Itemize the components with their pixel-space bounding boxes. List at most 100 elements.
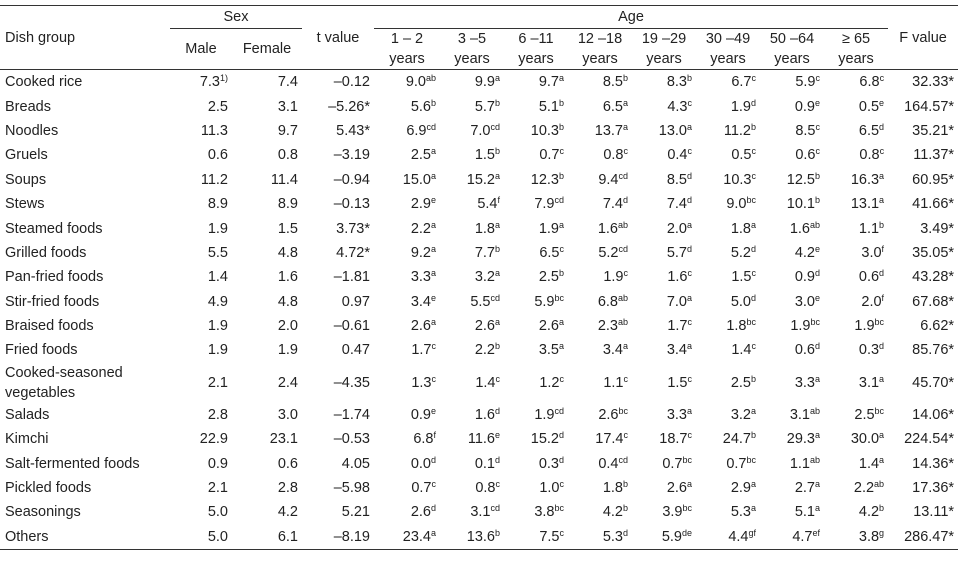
superscript: b — [494, 243, 500, 254]
superscript: a — [430, 146, 436, 157]
value: 2.0 — [861, 293, 882, 310]
value: 7.5 — [539, 528, 560, 545]
superscript: d — [686, 195, 692, 206]
superscript: c — [687, 97, 693, 108]
value-cell: 5.9de — [632, 524, 696, 551]
value-cell: 85.76* — [912, 342, 955, 359]
superscript: e — [430, 195, 436, 206]
value-cell: 2.0 — [277, 318, 298, 335]
value-cell: 6.9cd — [374, 119, 440, 143]
value-cell: 8.3b — [632, 70, 696, 95]
value: 0.3 — [538, 455, 559, 472]
superscript: c — [687, 268, 693, 279]
value: 29.3 — [786, 431, 815, 448]
value: 1.9 — [603, 269, 624, 286]
value-cell: 0.9 — [170, 451, 232, 475]
superscript: d — [814, 341, 820, 352]
value: 3.9 — [662, 504, 683, 521]
value: 2.3 — [597, 318, 618, 335]
superscript: a — [750, 503, 756, 514]
superscript: a — [622, 97, 628, 108]
value: 13.7 — [594, 122, 623, 139]
superscript: a — [430, 527, 436, 538]
superscript: bc — [874, 405, 885, 416]
dish-cell: Pickled foods — [5, 480, 92, 497]
value: 9.0 — [726, 196, 747, 213]
value: 10.3 — [723, 171, 752, 188]
value: 3.2 — [474, 269, 495, 286]
table-row: Steamed foods 1.9 1.5 3.73* 2.2a 1.8a 1.9a 1.6a… — [0, 216, 958, 240]
value-cell: 4.05 — [341, 455, 370, 472]
value-cell: 43.28* — [912, 269, 955, 286]
value-cell: 6.5a — [568, 94, 632, 118]
superscript: f — [497, 195, 500, 206]
value: 0.4 — [667, 147, 688, 164]
age-range: 30 –49 — [705, 31, 751, 47]
dish-cell: Breads — [5, 98, 51, 115]
value-cell: 0.6c — [760, 143, 824, 167]
value-cell: 15.2d — [504, 427, 568, 451]
table-row: Noodles 11.3 9.7 5.43* 6.9cd 7.0cd 10.3b 13.7a 1… — [0, 119, 958, 143]
value-cell: 2.2a — [374, 216, 440, 240]
value-cell: 4.2b — [568, 500, 632, 524]
superscript: f — [433, 430, 436, 441]
value: 2.5 — [538, 269, 559, 286]
value-cell: 14.36* — [912, 455, 955, 472]
value-cell: 2.5b — [504, 265, 568, 289]
value-cell: 18.7c — [632, 427, 696, 451]
superscript: d — [430, 503, 436, 514]
value: 24.7 — [722, 431, 751, 448]
value: 7.7 — [474, 244, 495, 261]
value-cell: 1.6ab — [760, 216, 824, 240]
value-cell: 9.4cd — [568, 168, 632, 192]
dish-cell: Seasonings — [5, 504, 81, 521]
age-header: ≥ 65 years — [824, 28, 889, 70]
value-cell: 11.4 — [270, 171, 298, 188]
value-cell: 1.5c — [696, 265, 760, 289]
superscript: c — [751, 73, 757, 84]
value-cell: –4.35 — [333, 374, 370, 391]
value-cell: 3.4a — [568, 338, 632, 362]
value-cell: 10.3b — [504, 119, 568, 143]
value: 1.2 — [539, 374, 560, 391]
superscript: d — [879, 121, 885, 132]
value-cell: 11.3 — [170, 119, 232, 143]
value: 1.1 — [603, 374, 624, 391]
value-cell: 4.9 — [170, 290, 232, 314]
value: 17.4 — [595, 431, 624, 448]
age-range: 6 –11 — [518, 31, 554, 47]
superscript: c — [751, 268, 757, 279]
value-cell: 9.0bc — [696, 192, 760, 216]
value: 0.4 — [598, 455, 619, 472]
value: 3.3 — [794, 374, 815, 391]
value-cell: 0.7bc — [696, 451, 760, 475]
value-cell: 11.2 — [170, 168, 232, 192]
value-cell: 1.6ab — [568, 216, 632, 240]
value-cell: 9.7a — [504, 70, 568, 95]
value-cell: 1.5c — [632, 363, 696, 403]
value-cell: –5.98 — [333, 480, 370, 497]
value-cell: 0.6d — [760, 338, 824, 362]
value-cell: 60.95* — [912, 171, 955, 188]
superscript: a — [879, 195, 885, 206]
superscript: ab — [617, 219, 628, 230]
table-row: Braised foods 1.9 2.0 –0.61 2.6a 2.6a 2.6a 2.3a… — [0, 314, 958, 338]
value-cell: 45.70* — [912, 374, 955, 391]
superscript: c — [559, 146, 565, 157]
value: 9.4 — [598, 171, 619, 188]
superscript: a — [622, 121, 628, 132]
superscript: ab — [809, 219, 820, 230]
superscript: e — [494, 430, 500, 441]
superscript: cd — [426, 121, 436, 132]
value-cell: 5.21 — [341, 504, 370, 521]
value-cell: 0.47 — [341, 342, 370, 359]
value-cell: 5.2d — [696, 241, 760, 265]
dish-cell: Grilled foods — [5, 244, 87, 261]
value: 0.0 — [410, 455, 431, 472]
value: 2.0 — [666, 220, 687, 237]
superscript: b — [814, 170, 820, 181]
superscript: c — [623, 373, 629, 384]
value-cell: 1.8b — [568, 476, 632, 500]
age-unit: years — [582, 51, 618, 67]
value: 1.9 — [790, 318, 811, 335]
